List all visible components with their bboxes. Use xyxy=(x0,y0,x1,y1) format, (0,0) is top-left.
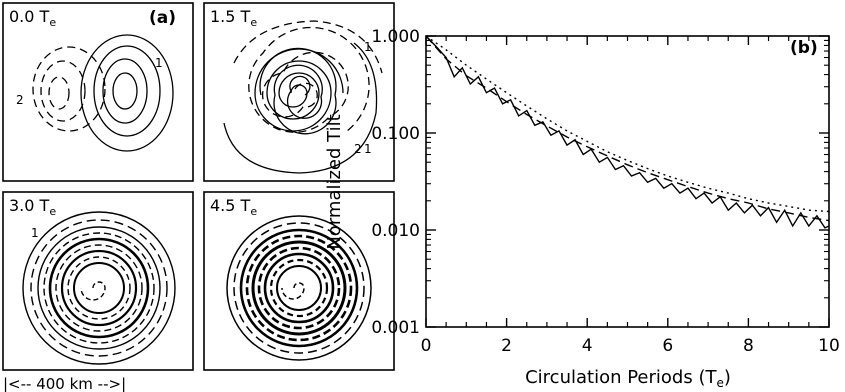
panel-b: 0 2 4 6 8 10 0.001 0.010 0.100 1.000 (b) Circula… xyxy=(324,27,840,390)
plot-frame xyxy=(425,35,830,328)
subpanel-2: 3.0 Te 1 xyxy=(2,191,194,371)
series-line-dotted xyxy=(425,35,830,213)
y-tick-label: 0.001 xyxy=(371,318,420,338)
time-label: 0.0 Te xyxy=(9,7,56,29)
subpanel-1: 1.5 Te 1 2 1 xyxy=(203,2,395,182)
subpanel-3: 4.5 Te xyxy=(203,191,395,371)
y-tick-label: 1.000 xyxy=(371,27,420,47)
subpanel-frame xyxy=(203,2,395,182)
scale-bar-label: |<-- 400 km -->| xyxy=(3,375,126,392)
y-axis-label: Normalized Tilt xyxy=(324,114,345,249)
time-label: 3.0 Te xyxy=(9,196,56,218)
series-line-solid xyxy=(425,35,830,229)
x-axis: 0 2 4 6 8 10 xyxy=(421,36,840,356)
y-tick-label: 0.010 xyxy=(371,221,420,241)
panel-label: (a) xyxy=(149,8,176,28)
y-tick-label: 0.100 xyxy=(371,124,420,144)
subpanel-0: 0.0 Te (a) 2 1 xyxy=(2,2,194,182)
y-axis: 0.001 0.010 0.100 1.000 xyxy=(371,27,829,338)
subpanel-frame xyxy=(203,191,395,371)
series-layer xyxy=(425,35,830,229)
contour-field xyxy=(226,215,372,361)
x-tick-label: 6 xyxy=(662,336,673,356)
contour-label: 1 xyxy=(364,40,372,54)
time-label: 1.5 Te xyxy=(210,7,257,29)
contour-label: 1 xyxy=(155,56,163,70)
subpanel-frame xyxy=(2,191,194,371)
x-tick-label: 4 xyxy=(582,336,593,356)
chart-panel-label: (b) xyxy=(790,38,818,58)
contour-field xyxy=(223,20,383,174)
contour-field xyxy=(32,34,174,152)
subpanel-frame xyxy=(2,2,194,182)
x-axis-label: Circulation Periods (Te) xyxy=(525,367,731,390)
panel-a: 0.0 Te (a) 2 1 1.5 Te 1 2 1 xyxy=(2,2,395,392)
contour-label: 2 xyxy=(354,142,362,156)
contour-label: 1 xyxy=(364,142,372,156)
contour-field xyxy=(22,211,176,365)
series-line-dashed xyxy=(425,35,830,222)
time-label: 4.5 Te xyxy=(210,196,257,218)
x-tick-label: 0 xyxy=(421,336,432,356)
contour-label: 2 xyxy=(16,93,24,107)
x-tick-label: 2 xyxy=(501,336,512,356)
x-tick-label: 10 xyxy=(818,336,840,356)
x-tick-label: 8 xyxy=(743,336,754,356)
contour-label: 1 xyxy=(31,226,39,240)
